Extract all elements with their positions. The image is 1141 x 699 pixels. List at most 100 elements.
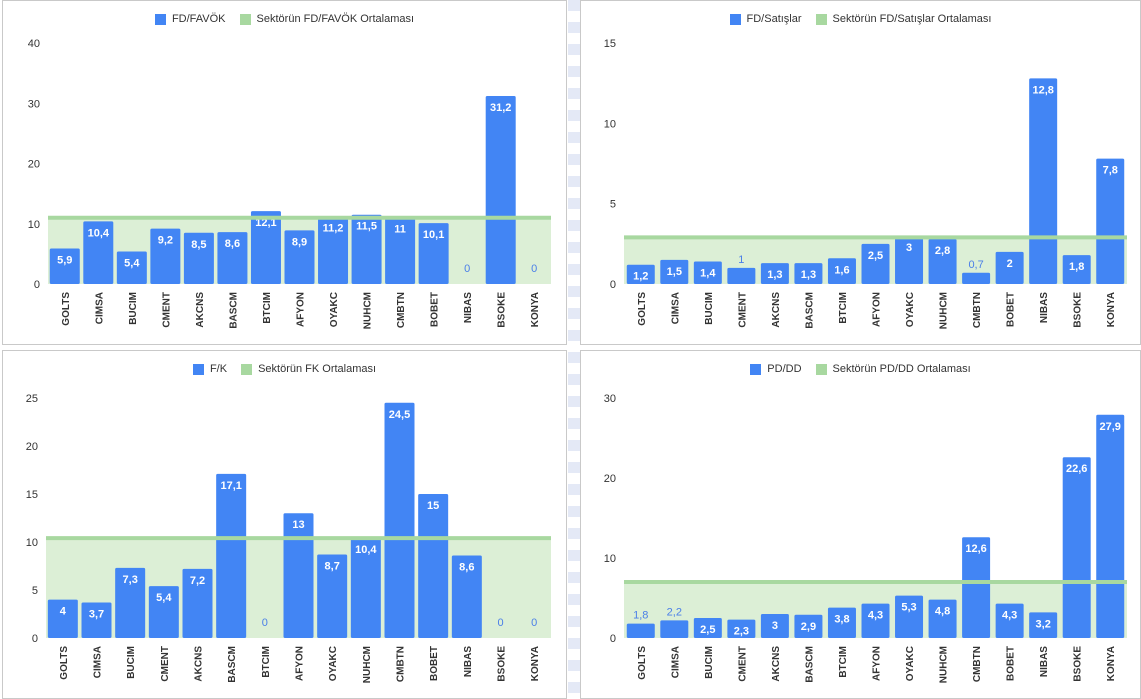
x-tick-label: BASCM [804, 292, 815, 329]
chart-panel-fk: F/K Sektörün FK Ortalaması 0 5 10 15 20 25 4 GOLT… [2, 350, 567, 699]
legend-swatch-average [241, 363, 253, 375]
x-tick-label: CIMSA [94, 292, 105, 324]
bar [895, 235, 924, 284]
chart-panel-pd-dd: PD/DD Sektörün PD/DD Ortalaması 0 10 20 30 1,8… [580, 350, 1141, 699]
data-label: 0 [531, 263, 537, 275]
data-label: 24,5 [389, 409, 410, 421]
chart-panel-fd-satislar: FD/Satışlar Sektörün FD/Satışlar Ortalama… [580, 0, 1141, 345]
data-label: 3,7 [89, 608, 104, 620]
y-tick-label: 40 [28, 38, 40, 50]
data-label: 22,6 [1066, 463, 1087, 475]
legend-label-average: Sektörün PD/DD Ortalaması [832, 363, 971, 375]
chart-panel-fd-favok: FD/FAVÖK Sektörün FD/FAVÖK Ortalaması 0 10 2… [2, 0, 567, 345]
y-tick-label: 10 [604, 553, 616, 565]
data-label: 5,3 [901, 602, 916, 614]
bar [217, 232, 248, 284]
x-tick-label: AKCNS [194, 646, 205, 682]
data-label: 3,8 [834, 614, 849, 626]
bar [861, 243, 890, 284]
bar [385, 217, 416, 284]
chart-legend: PD/DD Sektörün PD/DD Ortalaması [581, 363, 1140, 375]
legend-swatch-average [239, 13, 251, 25]
data-label: 17,1 [220, 480, 241, 492]
legend-item-series[interactable]: F/K [192, 363, 228, 375]
x-tick-label: CIMSA [670, 646, 681, 678]
x-tick-label: BUCIM [128, 292, 139, 325]
data-label: 0 [464, 263, 470, 275]
x-tick-label: CMBTN [972, 646, 983, 682]
x-tick-label: BOBET [1006, 646, 1017, 681]
y-tick-label: 10 [28, 219, 40, 231]
bar [928, 599, 957, 638]
x-tick-label: CMBTN [396, 292, 407, 328]
legend-item-average[interactable]: Sektörün FK Ortalaması [241, 363, 376, 375]
legend-item-average[interactable]: Sektörün FD/FAVÖK Ortalaması [239, 13, 414, 25]
data-label: 2,2 [667, 606, 682, 618]
bar-chart: 0 5 10 15 20 25 4 GOLTS 3,7 CIMSA 7,3 BUCIM 5,4 CMENT… [26, 393, 551, 683]
x-tick-label: BOBET [429, 646, 440, 681]
bar [451, 555, 482, 638]
data-label: 0 [497, 617, 503, 629]
y-tick-label: 20 [28, 159, 40, 171]
x-tick-label: GOLTS [637, 646, 648, 680]
y-tick-label: 10 [26, 537, 38, 549]
bar [1029, 78, 1058, 284]
bar [760, 263, 789, 284]
x-tick-label: BTCIM [838, 292, 849, 324]
x-tick-label: KONYA [1106, 646, 1117, 681]
data-label: 7,3 [123, 574, 138, 586]
legend-item-average[interactable]: Sektörün PD/DD Ortalaması [815, 363, 971, 375]
legend-label-series: F/K [209, 363, 228, 375]
bar [794, 614, 823, 638]
bar [150, 228, 181, 284]
y-tick-label: 20 [604, 473, 616, 485]
bar [83, 221, 114, 284]
x-tick-label: OYAKC [905, 646, 916, 681]
legend-swatch-series [192, 363, 204, 375]
legend-item-average[interactable]: Sektörün FD/Satışlar Ortalaması [815, 13, 991, 25]
legend-swatch-average [815, 363, 827, 375]
x-tick-label: BTCIM [838, 646, 849, 678]
bar [250, 211, 281, 284]
bar [384, 402, 415, 638]
legend-item-series[interactable]: FD/Satışlar [729, 13, 802, 25]
legend-item-series[interactable]: PD/DD [750, 363, 802, 375]
data-label: 0 [262, 617, 268, 629]
bar-chart: 0 10 20 30 1,8 GOLTS 2,2 CIMSA 2,5 BUCIM 2,3 CMENT 3… [604, 393, 1127, 683]
chart-legend: FD/Satışlar Sektörün FD/Satışlar Ortalama… [581, 13, 1140, 25]
data-label: 15 [427, 500, 439, 512]
y-tick-label: 10 [604, 118, 616, 130]
legend-item-series[interactable]: FD/FAVÖK [154, 13, 226, 25]
legend-label-average: Sektörün FK Ortalaması [258, 363, 377, 375]
data-label: 2,9 [801, 621, 816, 633]
bar [148, 586, 179, 638]
bar [827, 258, 856, 284]
data-label: 1,4 [700, 268, 716, 280]
legend-label-series: FD/Satışlar [746, 13, 802, 25]
x-tick-label: AFYON [872, 292, 883, 327]
data-label: 4,8 [935, 606, 950, 618]
bar [1096, 414, 1125, 638]
x-tick-label: GOLTS [59, 646, 70, 680]
bar [626, 623, 655, 638]
bar [49, 248, 80, 284]
data-label: 8,7 [325, 560, 340, 572]
x-tick-label: CMBTN [972, 292, 983, 328]
x-tick-label: BOBET [430, 292, 441, 327]
chart-legend: FD/FAVÖK Sektörün FD/FAVÖK Ortalaması [3, 13, 566, 25]
bar [861, 603, 890, 638]
bar [418, 494, 449, 638]
data-label: 1,3 [767, 269, 782, 281]
x-tick-label: NIBAS [463, 292, 474, 323]
data-label: 0,7 [968, 259, 983, 271]
data-label: 4,3 [1002, 610, 1017, 622]
data-label: 5,4 [156, 592, 172, 604]
data-label: 2,8 [935, 245, 950, 257]
x-tick-label: AFYON [296, 292, 307, 327]
data-label: 31,2 [490, 102, 511, 114]
x-tick-label: CMBTN [396, 646, 407, 682]
bar [995, 603, 1024, 638]
data-label: 8,9 [292, 236, 307, 248]
data-label: 7,2 [190, 575, 205, 587]
data-label: 13 [292, 519, 304, 531]
